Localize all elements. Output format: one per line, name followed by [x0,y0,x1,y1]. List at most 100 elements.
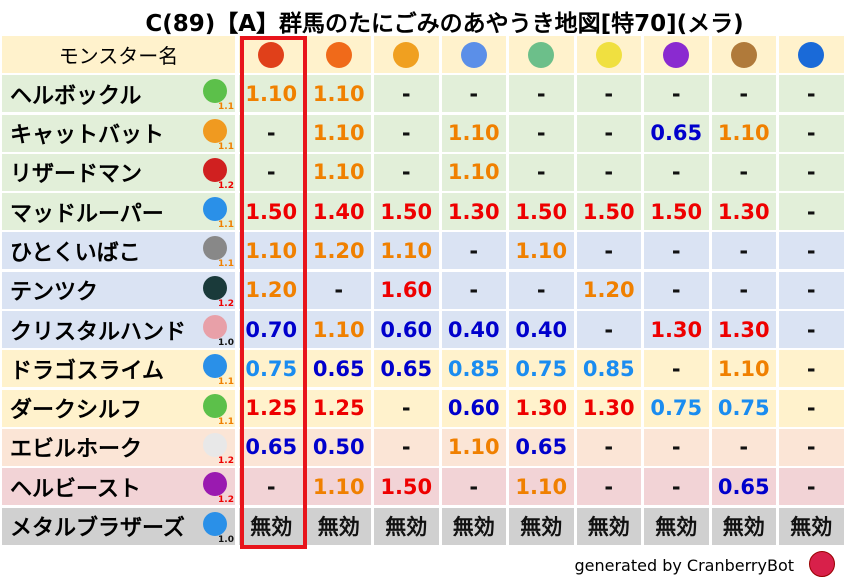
resistance-value: 0.60 [441,389,506,427]
multiplier-label: 1.1 [218,259,234,270]
resistance-value: - [644,153,709,191]
monster-name: キャットバット [10,123,165,149]
cranberry-bot-icon [809,551,835,577]
drop-icon [203,197,227,222]
table-row: ひとくいばこ 1.1 1.10 1.20 1.10-1.10- - - - [2,232,847,270]
resistance-value: 0.65 [306,350,371,388]
resistance-value: 0.75 [711,389,776,427]
monster-name: ヘルボックル [10,83,142,109]
header-element-cell [711,36,776,73]
monster-name-cell: ヘルビースト 1.2 [2,468,235,506]
resistance-value: - [779,193,844,231]
dragon-icon [203,157,227,182]
multiplier-label: 1.2 [218,298,234,309]
table-row: リザードマン 1.2-1.10-1.10- - - - - [2,153,847,191]
multiplier-label: 1.0 [218,534,234,545]
resistance-value: - [441,232,506,270]
resistance-value: - [374,75,439,113]
resistance-value: 無効 [779,507,844,545]
monster-name-cell: ダークシルフ 1.1 [2,389,235,427]
resistance-value: 1.10 [441,153,506,191]
header-element-cell [509,36,574,73]
resistance-value: 無効 [644,507,709,545]
table-row: ヘルビースト 1.2-1.10 1.50-1.10- -0.65- [2,468,847,506]
resistance-value: - [779,389,844,427]
resistance-value: 1.50 [509,193,574,231]
resistance-value: 1.30 [711,311,776,349]
header-element-cell [239,36,304,73]
table-row: ヘルボックル 1.1 1.10 1.10- - - - - - - [2,75,847,113]
resistance-value: 1.10 [306,75,371,113]
resistance-value: - [711,232,776,270]
resistance-value: 0.60 [374,311,439,349]
resistance-value: 1.30 [576,389,641,427]
header-element-cell [576,36,641,73]
resistance-value: - [779,428,844,466]
table-row: ドラゴスライム 1.1 0.75 0.65 0.65 0.85 0.75 0.85-1.10- [2,350,847,388]
monster-name: メタルブラザーズ [10,516,185,542]
resistance-value: - [779,75,844,113]
table-row: メタルブラザーズ 1.0 無効 無効 無効 無効 無効 無効 無効 無効 無効 [2,507,847,545]
multiplier-label: 1.2 [218,455,234,466]
multiplier-label: 1.1 [218,141,234,152]
multiplier-label: 1.0 [218,338,234,349]
resistance-value: 1.10 [509,468,574,506]
resistance-value: - [374,428,439,466]
resistance-value: - [374,114,439,152]
mera-fire-icon [258,41,285,68]
resistance-value: 1.30 [711,193,776,231]
resistance-value: 0.75 [644,389,709,427]
resistance-value: 1.10 [711,350,776,388]
resistance-value: - [779,153,844,191]
resistance-value: - [576,311,641,349]
resistance-value: 1.10 [306,311,371,349]
page-title: C(89)【A】群馬のたにごみのあやうき地図[特70](メラ) [145,11,744,37]
monster-name: テンツク [10,280,99,306]
resistance-value: 1.30 [644,311,709,349]
resistance-value: - [644,75,709,113]
gira-flame-icon [325,41,352,68]
resistance-value: 1.10 [509,232,574,270]
table-row: クリスタルハンド 1.0 0.70 1.10 0.60 0.40 0.40-1.30 1.30… [2,311,847,349]
monster-name: マッドルーパー [10,201,164,227]
paw-icon [203,118,227,143]
resistance-value: 1.25 [239,389,304,427]
leaf-icon [203,79,227,104]
hyado-ice-icon [460,41,487,68]
header-element-cell [644,36,709,73]
trident-icon [203,472,227,497]
multiplier-label: 1.2 [218,495,234,506]
multiplier-label: 1.1 [218,377,234,388]
resistance-value: - [711,153,776,191]
resistance-value: - [711,75,776,113]
resistance-value: 1.20 [239,271,304,309]
bug-icon [203,275,227,300]
resistance-value: 1.10 [441,114,506,152]
resistance-value: 無効 [374,507,439,545]
header-row: モンスター名 [2,36,847,73]
resistance-value: - [441,271,506,309]
monster-name-cell: マッドルーパー 1.1 [2,193,235,231]
monster-name-cell: キャットバット 1.1 [2,114,235,152]
resistance-value: 0.65 [239,428,304,466]
resistance-value: 無効 [306,507,371,545]
header-element-cell [779,36,844,73]
resistance-value: 1.50 [239,193,304,231]
resistance-value: - [306,271,371,309]
resistance-value: 1.10 [239,75,304,113]
dein-light-icon [595,41,622,68]
resistance-value: - [711,428,776,466]
resistance-value: 0.85 [441,350,506,388]
resistance-value: 0.50 [306,428,371,466]
monster-name: エビルホーク [10,437,143,463]
skull-icon [203,315,227,340]
monster-name: リザードマン [10,162,143,188]
monster-name: クリスタルハンド [10,319,187,345]
monster-name-cell: クリスタルハンド 1.0 [2,311,235,349]
resistance-value: - [779,271,844,309]
earth-icon [730,41,757,68]
brick-icon [203,236,227,261]
resistance-value: - [644,428,709,466]
resistance-value: - [239,468,304,506]
resistance-value: 1.10 [711,114,776,152]
